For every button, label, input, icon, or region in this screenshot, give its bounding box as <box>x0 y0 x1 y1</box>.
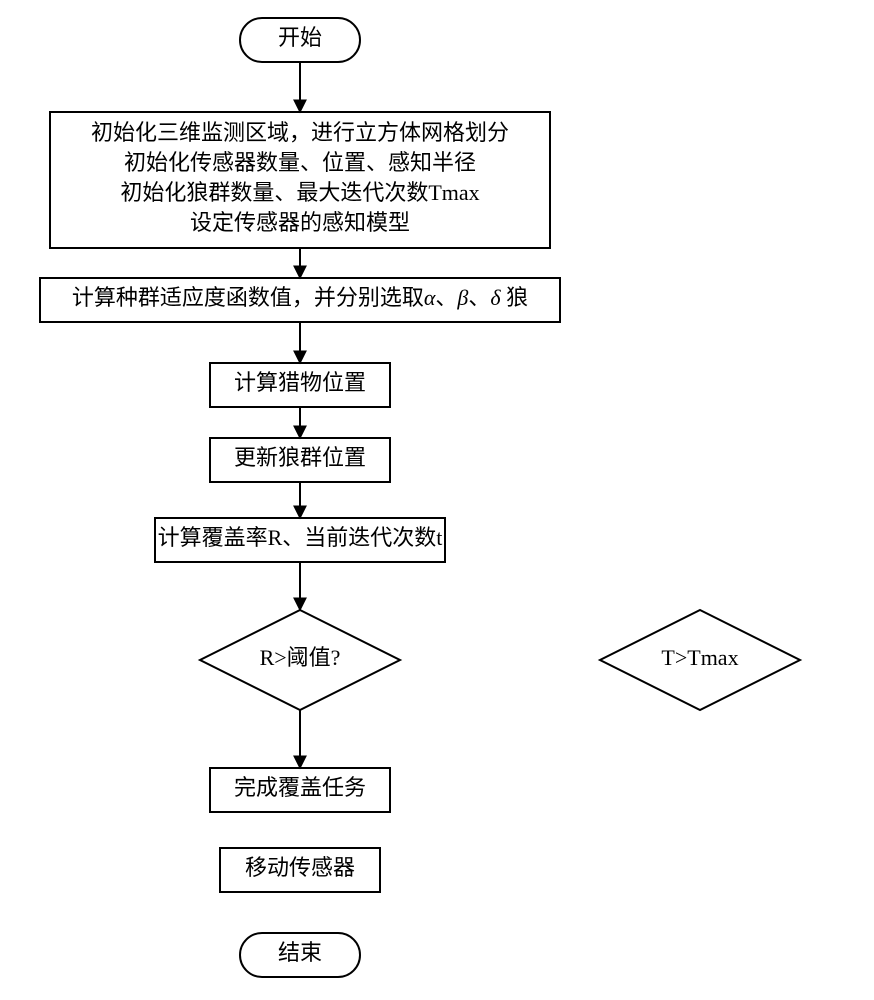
node-text: 初始化传感器数量、位置、感知半径 <box>124 150 476 175</box>
node-text: 更新狼群位置 <box>234 445 366 470</box>
node-text: 结束 <box>278 940 322 965</box>
node-prey: 计算猎物位置 <box>210 363 390 407</box>
node-calcR: 计算覆盖率R、当前迭代次数t <box>155 518 445 562</box>
node-done: 完成覆盖任务 <box>210 768 390 812</box>
node-text: 计算种群适应度函数值，并分别选取α、β、δ 狼 <box>72 285 528 310</box>
node-text: T>Tmax <box>661 645 738 670</box>
node-dec_T: T>Tmax <box>600 610 800 710</box>
node-move: 移动传感器 <box>220 848 380 892</box>
node-text: 初始化三维监测区域，进行立方体网格划分 <box>91 120 509 145</box>
node-text: 移动传感器 <box>245 855 355 880</box>
node-fitness: 计算种群适应度函数值，并分别选取α、β、δ 狼 <box>40 278 560 322</box>
node-start: 开始 <box>240 18 360 62</box>
node-text: 计算覆盖率R、当前迭代次数t <box>158 525 443 550</box>
node-text: R>阈值? <box>260 645 341 670</box>
node-dec_R: R>阈值? <box>200 610 400 710</box>
node-update: 更新狼群位置 <box>210 438 390 482</box>
node-text: 初始化狼群数量、最大迭代次数Tmax <box>120 180 479 205</box>
node-init: 初始化三维监测区域，进行立方体网格划分初始化传感器数量、位置、感知半径初始化狼群… <box>50 112 550 248</box>
node-text: 开始 <box>278 25 322 50</box>
node-text: 计算猎物位置 <box>234 370 366 395</box>
node-text: 设定传感器的感知模型 <box>190 210 410 235</box>
node-text: 完成覆盖任务 <box>234 775 366 800</box>
node-end: 结束 <box>240 933 360 977</box>
